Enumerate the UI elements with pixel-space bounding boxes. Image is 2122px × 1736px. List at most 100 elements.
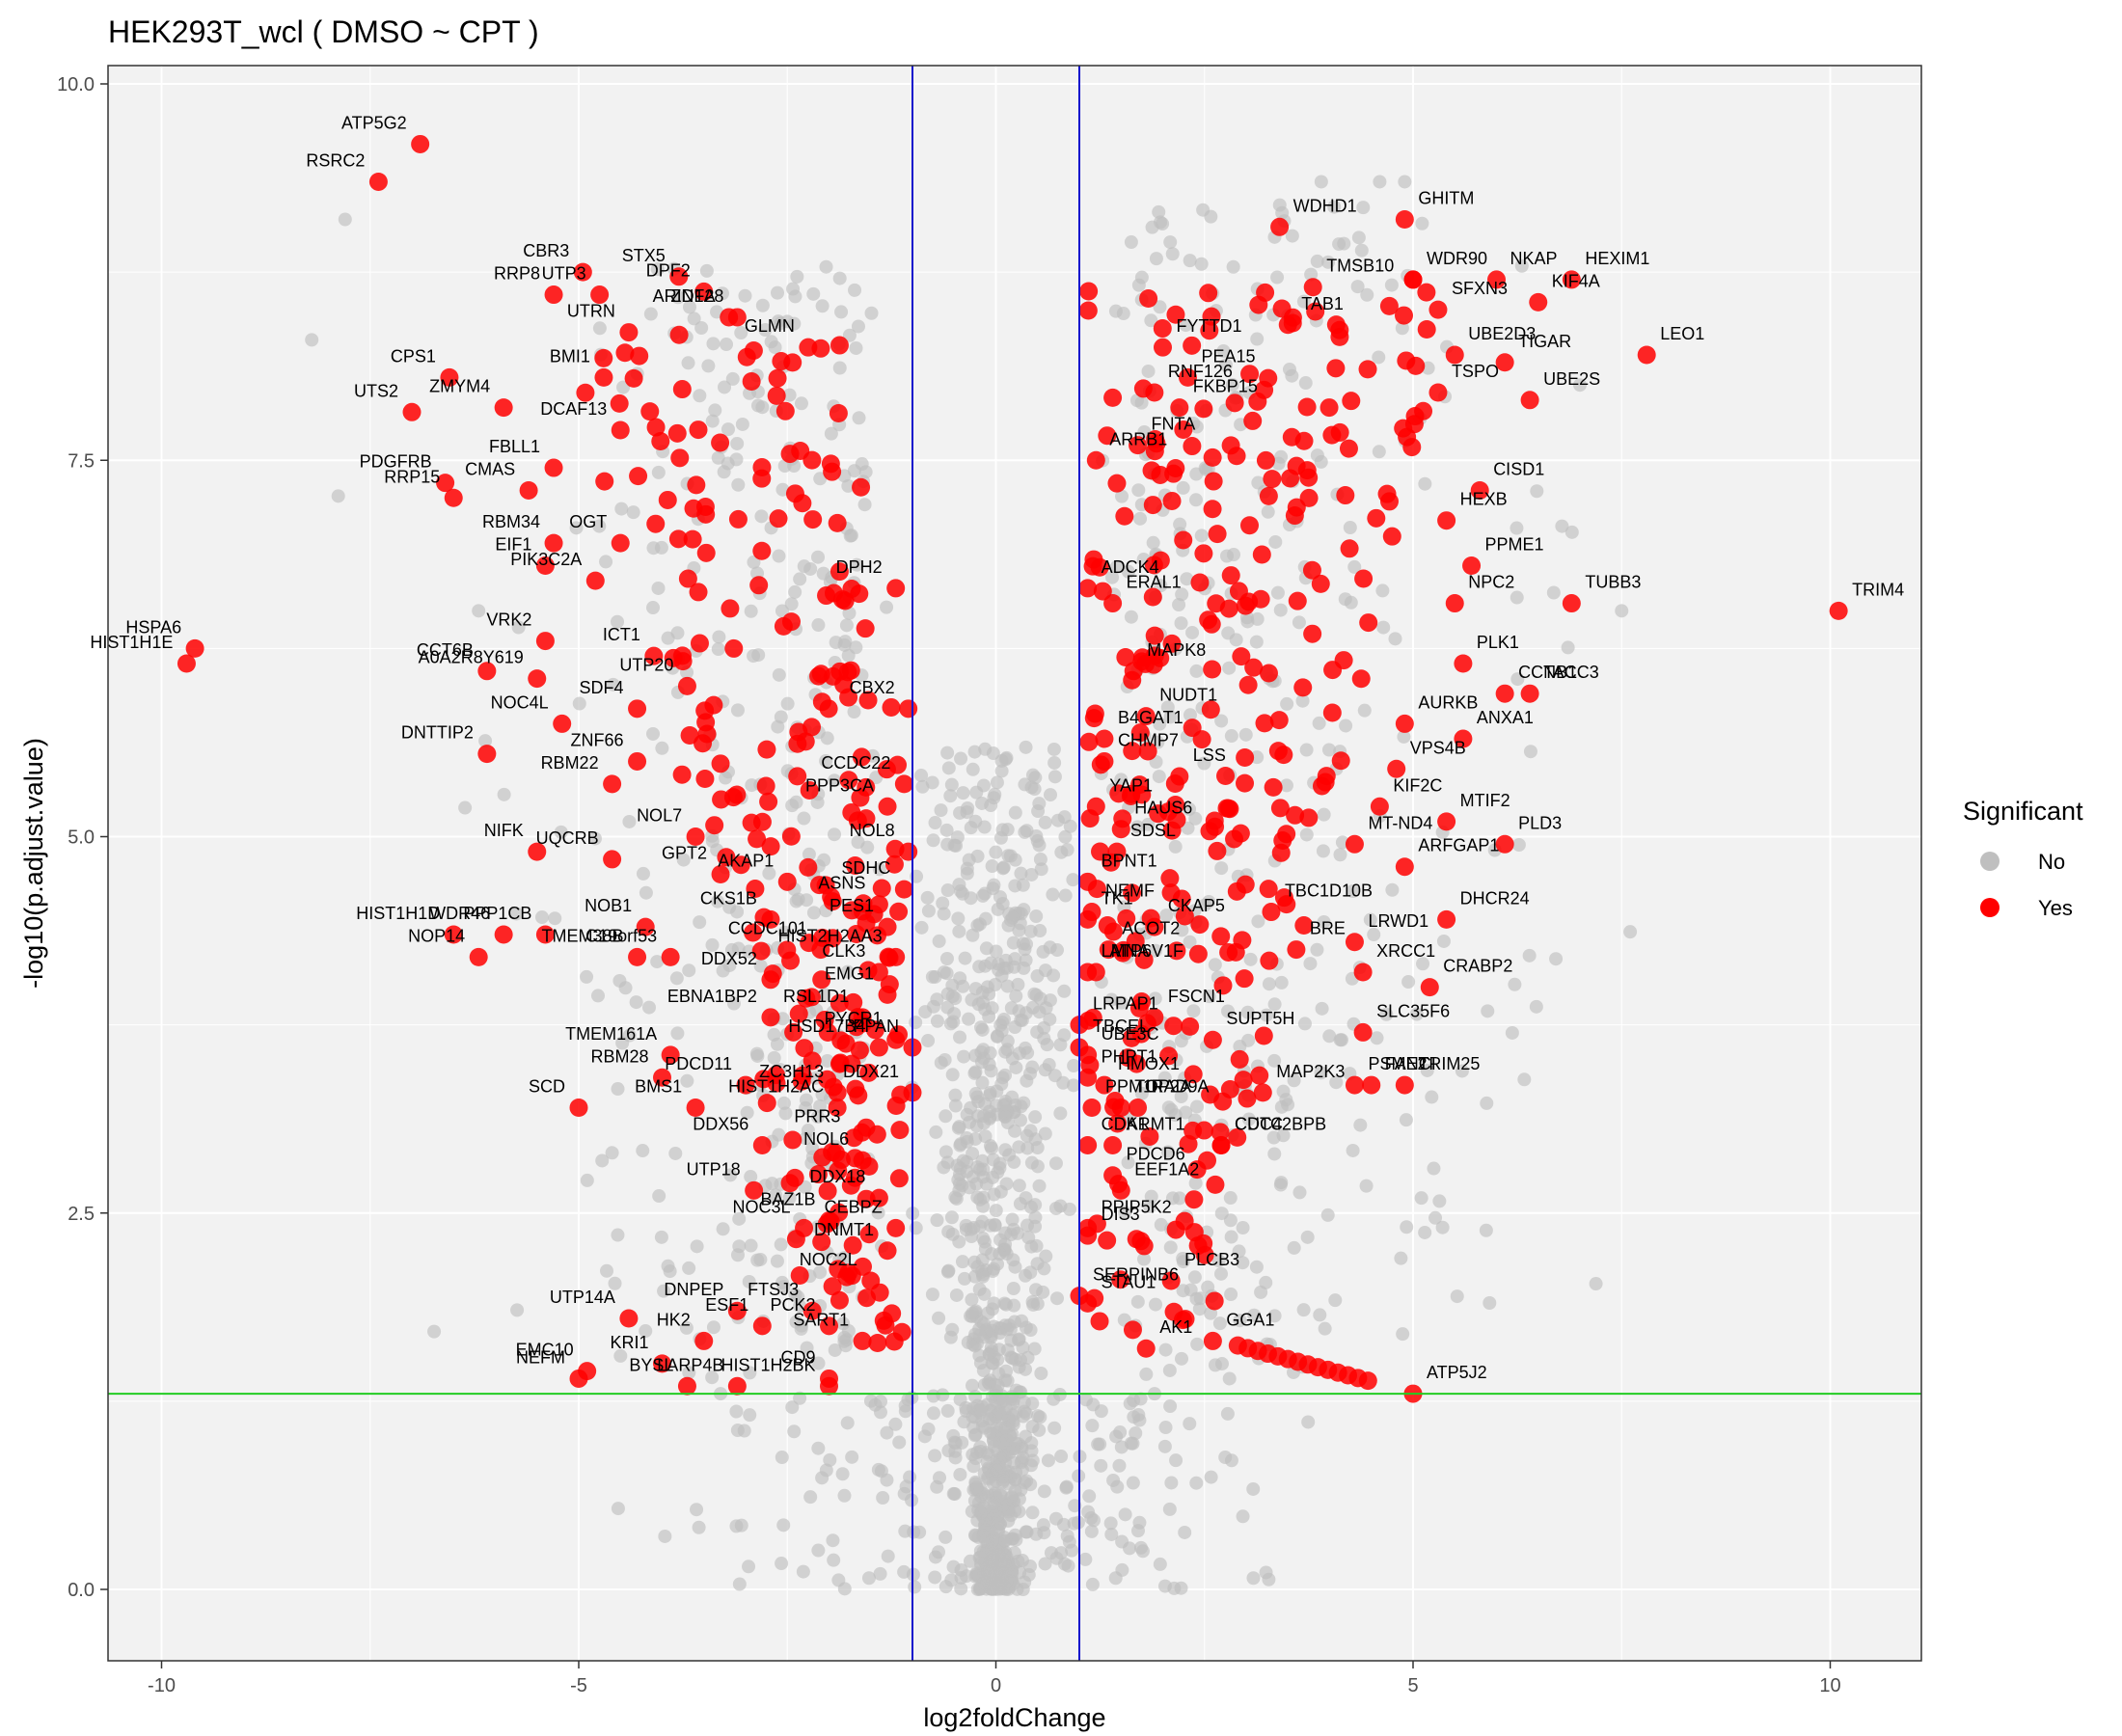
point-yes	[1095, 729, 1114, 748]
point-no	[1247, 1308, 1262, 1322]
point-no	[1183, 935, 1197, 949]
point-no	[842, 328, 857, 342]
point-no	[711, 642, 725, 657]
point-no	[1483, 1296, 1497, 1311]
point-yes	[673, 646, 693, 665]
point-yes	[519, 480, 538, 500]
point-yes	[1240, 365, 1260, 384]
point-no	[1304, 267, 1319, 282]
point-no	[1019, 1429, 1033, 1444]
point-yes	[827, 1144, 846, 1163]
point-no	[920, 890, 935, 905]
point-yes	[783, 353, 803, 372]
point-no	[1273, 1178, 1288, 1192]
point-no	[1250, 750, 1265, 765]
legend-title: Significant	[1963, 797, 2083, 826]
point-yes	[820, 1316, 838, 1336]
point-no	[595, 1153, 610, 1168]
point-yes	[886, 1096, 906, 1115]
point-yes	[1311, 574, 1330, 593]
gene-label: ZNF66	[571, 730, 624, 749]
point-no	[1106, 1473, 1121, 1487]
point-yes	[828, 1083, 847, 1102]
legend-no-label: No	[2038, 850, 2065, 874]
point-no	[1062, 1202, 1076, 1216]
point-yes	[444, 488, 463, 507]
point-no	[1148, 991, 1162, 1006]
point-yes	[1495, 684, 1514, 703]
point-no	[1123, 1541, 1137, 1556]
point-no	[1450, 1289, 1464, 1304]
point-yes	[686, 827, 705, 846]
point-no	[963, 1554, 977, 1568]
point-yes	[1395, 714, 1414, 733]
point-yes	[1208, 525, 1227, 544]
gene-label: EEF1A2	[1134, 1159, 1199, 1179]
point-yes	[569, 1098, 588, 1117]
point-yes	[849, 1086, 868, 1105]
point-yes	[672, 380, 692, 399]
point-no	[810, 1110, 825, 1125]
point-no	[1399, 1113, 1413, 1127]
point-yes	[1184, 1190, 1204, 1209]
point-no	[1310, 942, 1324, 957]
point-no	[1136, 1252, 1151, 1266]
point-no	[1396, 1327, 1410, 1342]
point-yes	[1084, 550, 1103, 569]
point-yes	[830, 336, 849, 355]
point-no	[1418, 1225, 1432, 1239]
point-no	[880, 1473, 894, 1487]
point-yes	[1637, 345, 1656, 365]
point-yes	[812, 970, 831, 990]
point-no	[1091, 1437, 1105, 1451]
point-yes	[1078, 1045, 1098, 1065]
point-no	[1224, 1453, 1238, 1468]
point-no	[840, 1416, 855, 1430]
gene-label: PCK2	[770, 1295, 815, 1315]
point-yes	[1170, 767, 1189, 786]
point-no	[775, 604, 789, 618]
point-yes	[868, 1333, 887, 1352]
gene-label: NEMF	[1105, 882, 1155, 901]
point-yes	[1123, 883, 1142, 903]
point-no	[962, 1012, 976, 1026]
point-no	[1249, 1260, 1264, 1274]
point-no	[1043, 1012, 1057, 1026]
point-no	[775, 482, 790, 497]
gene-label: PLK1	[1477, 633, 1519, 652]
point-no	[592, 519, 607, 533]
point-yes	[1495, 353, 1514, 372]
point-no	[1260, 1008, 1274, 1022]
point-no	[1004, 1574, 1019, 1588]
point-no	[718, 380, 732, 394]
point-no	[977, 1287, 992, 1301]
point-yes	[858, 691, 878, 710]
point-yes	[636, 917, 655, 936]
point-no	[932, 934, 946, 948]
gene-label: SFXN3	[1452, 279, 1508, 298]
point-no	[918, 1005, 933, 1019]
point-yes	[1116, 647, 1135, 666]
point-no	[1019, 953, 1033, 967]
point-yes	[1136, 707, 1156, 726]
point-no	[776, 1096, 791, 1110]
point-no	[1012, 1140, 1026, 1154]
point-no	[618, 981, 633, 995]
gene-label: PIK3C2A	[510, 550, 582, 569]
point-yes	[784, 1022, 803, 1042]
point-yes	[1263, 470, 1282, 489]
point-yes	[1095, 751, 1114, 771]
point-no	[1133, 511, 1148, 526]
point-yes	[769, 509, 788, 529]
gene-label: TUBB3	[1585, 573, 1641, 592]
point-no	[670, 290, 685, 305]
point-no	[1124, 235, 1138, 250]
point-no	[1312, 716, 1326, 730]
point-no	[1190, 1337, 1205, 1351]
point-no	[1299, 743, 1314, 757]
point-no	[743, 1366, 757, 1380]
point-no	[973, 1550, 988, 1564]
point-no	[1175, 923, 1189, 937]
point-yes	[1288, 591, 1307, 610]
point-yes	[712, 790, 731, 809]
